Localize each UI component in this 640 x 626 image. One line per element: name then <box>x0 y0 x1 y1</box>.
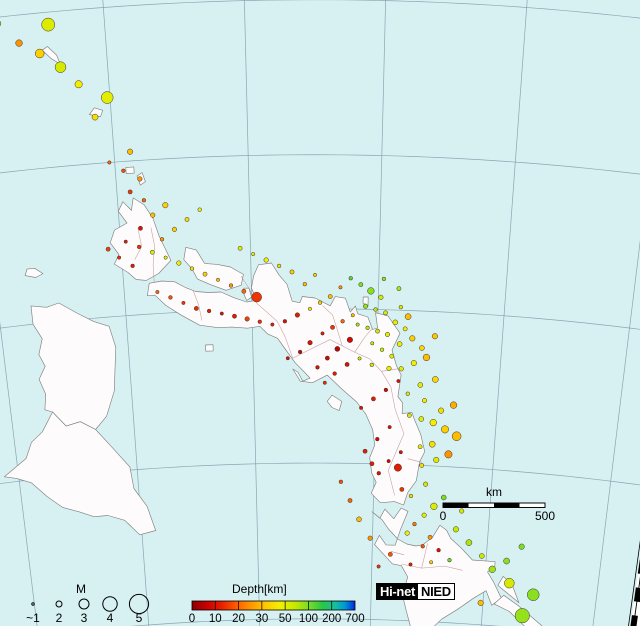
depth-tick-label: 10 <box>209 613 222 625</box>
logo-nied-text: NIED <box>417 584 454 599</box>
depth-tick-label: 0 <box>189 613 195 625</box>
depth-tick-label: 30 <box>255 613 268 625</box>
scalebar-max-label: 500 <box>535 509 555 523</box>
landmasses <box>4 46 567 626</box>
earthquake-epicenters <box>0 17 540 624</box>
magnitude-legend-title: M <box>76 582 86 596</box>
magnitude-symbol <box>128 593 150 615</box>
scalebar-unit-label: km <box>486 485 502 499</box>
depth-tick-label: 50 <box>279 613 292 625</box>
magnitude-legend-label: 4 <box>107 611 114 625</box>
depth-tick-label: 700 <box>345 613 364 625</box>
magnitude-legend-label: 5 <box>136 611 143 625</box>
depth-tick-label: 200 <box>322 613 341 625</box>
scalebar-min-label: 0 <box>440 509 447 523</box>
magnitude-symbol <box>55 600 63 608</box>
depth-tick-label: 100 <box>299 613 318 625</box>
magnitude-legend: ~1 2 3 4 5 <box>26 593 150 625</box>
magnitude-legend-label: 3 <box>81 611 88 625</box>
depth-tick-label: 20 <box>232 613 245 625</box>
magnitude-symbol <box>102 596 118 612</box>
magnitude-legend-label: ~1 <box>26 611 40 625</box>
magnitude-legend-label: 2 <box>56 611 63 625</box>
magnitude-symbol <box>31 602 35 606</box>
depth-legend-title: Depth[km] <box>232 582 287 596</box>
depth-colorbar <box>191 600 356 611</box>
depth-legend: 0 10 20 30 50 100 200 700 <box>189 600 365 625</box>
hinet-nied-logo: Hi-net NIED <box>376 583 455 600</box>
logo-hinet-text: Hi-net <box>377 584 418 599</box>
magnitude-symbol <box>78 598 90 610</box>
scale-bar: km 0 500 <box>440 485 556 523</box>
